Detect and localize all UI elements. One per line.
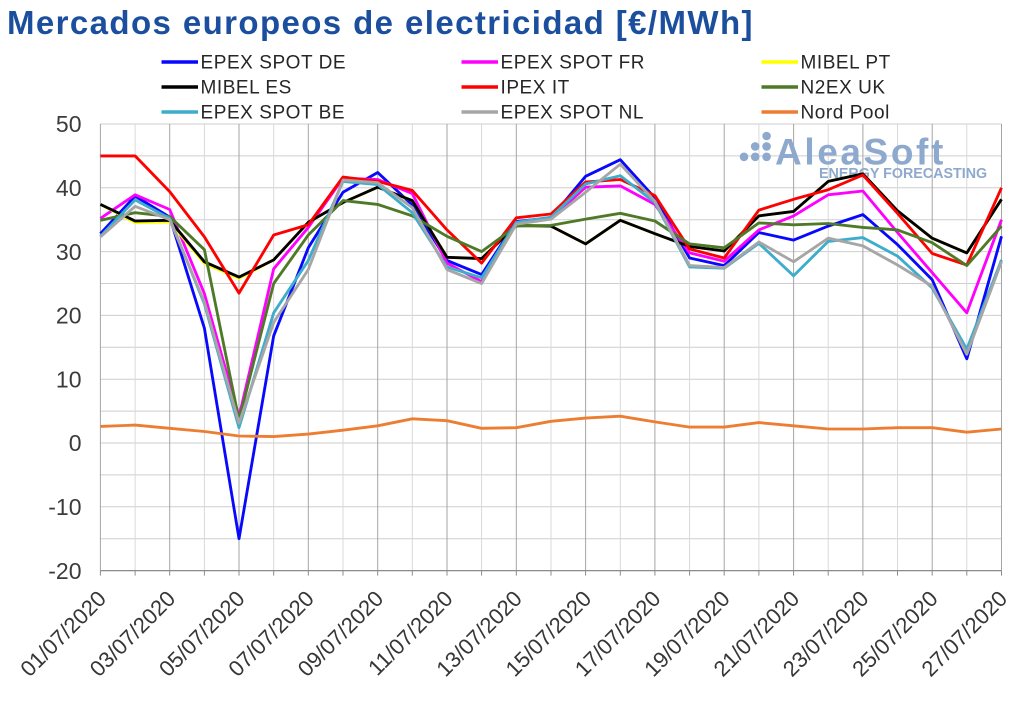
svg-text:MIBEL ES: MIBEL ES [201, 78, 292, 99]
svg-text:Nord Pool: Nord Pool [801, 103, 890, 124]
svg-text:0: 0 [69, 430, 82, 456]
svg-text:ENERGY FORECASTING: ENERGY FORECASTING [819, 166, 987, 182]
svg-text:10: 10 [56, 366, 82, 392]
svg-text:-10: -10 [48, 494, 81, 520]
svg-text:20: 20 [56, 303, 82, 329]
svg-text:30: 30 [56, 239, 82, 265]
svg-text:N2EX UK: N2EX UK [801, 78, 886, 99]
svg-text:EPEX SPOT NL: EPEX SPOT NL [501, 103, 645, 124]
svg-text:EPEX SPOT DE: EPEX SPOT DE [201, 53, 347, 74]
svg-text:EPEX SPOT FR: EPEX SPOT FR [501, 53, 646, 74]
svg-text:Mercados europeos de electrici: Mercados europeos de electricidad [€/MWh… [7, 4, 754, 41]
svg-text:40: 40 [56, 175, 82, 201]
svg-text:EPEX SPOT BE: EPEX SPOT BE [201, 103, 346, 124]
svg-text:-20: -20 [48, 558, 81, 584]
svg-text:AleaSoft: AleaSoft [775, 132, 946, 173]
svg-text:IPEX IT: IPEX IT [501, 78, 570, 99]
svg-text:MIBEL PT: MIBEL PT [801, 53, 891, 74]
svg-text:50: 50 [56, 111, 82, 137]
